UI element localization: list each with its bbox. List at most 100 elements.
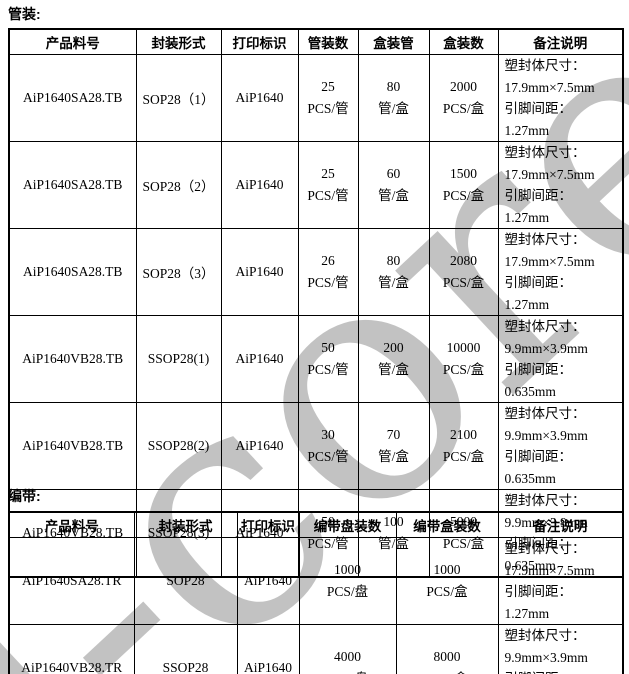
cell-remarks: 塑封体尺寸： 9.9mm×3.9mm 引脚间距：0.635mm: [497, 624, 624, 674]
tube-packing-table: 产品料号 封装形式 打印标识 管装数 盒装管 盒装数 备注说明 AiP1640S…: [8, 28, 624, 578]
cell-package-form: SOP28（3）: [135, 228, 222, 316]
cell-print-marking: AiP1640: [220, 402, 299, 490]
cell-remarks: 塑封体尺寸： 9.9mm×3.9mm 引脚间距：0.635mm: [497, 315, 624, 403]
cell-part-number: AiP1640VB28.TR: [8, 624, 135, 674]
qty-unit: 管/盒: [378, 188, 409, 203]
cell-remarks: 塑封体尺寸： 17.9mm×7.5mm 引脚间距： 1.27mm: [497, 537, 624, 625]
cell-remarks: 塑封体尺寸： 9.9mm×3.9mm 引脚间距：0.635mm: [497, 402, 624, 490]
header-part-number: 产品料号: [8, 511, 135, 538]
header-remarks: 备注说明: [497, 511, 624, 538]
qty-value: 80: [386, 79, 401, 94]
remark-line: 9.9mm×3.9mm: [504, 340, 588, 356]
qty-unit: PCS/盒: [442, 101, 485, 116]
qty-unit: 管/盒: [378, 275, 409, 290]
qty-value: 60: [386, 166, 401, 181]
cell-tubes-per-box: 80 管/盒: [357, 54, 430, 142]
tape-table-header-row: 产品料号 封装形式 打印标识 编带盘装数 编带盒装数 备注说明: [8, 511, 624, 538]
remark-line: 引脚间距： 1.27mm: [504, 275, 573, 312]
qty-value: 2080: [450, 253, 477, 268]
cell-tubes-per-box: 70 管/盒: [357, 402, 430, 490]
qty-unit: PCS/盘: [326, 584, 369, 599]
cell-part-number: AiP1640SA28.TB: [8, 141, 137, 229]
cell-per-box-qty: 8000 PCS/盒: [395, 624, 499, 674]
remark-line: 17.9mm×7.5mm: [504, 79, 595, 95]
header-package-form: 封装形式: [133, 511, 238, 538]
remark-line: 塑封体尺寸：: [504, 58, 586, 73]
qty-unit: PCS/盒: [442, 188, 485, 203]
cell-per-box-qty: 10000 PCS/盒: [428, 315, 499, 403]
cell-print-marking: AiP1640: [236, 537, 300, 625]
cell-package-form: SOP28: [133, 537, 238, 625]
remark-line: 9.9mm×3.9mm: [504, 649, 588, 665]
cell-part-number: AiP1640VB28.TB: [8, 315, 137, 403]
header-print-marking: 打印标识: [236, 511, 300, 538]
remark-line: 引脚间距：0.635mm: [504, 362, 573, 399]
cell-per-box-qty: 2080 PCS/盒: [428, 228, 499, 316]
qty-value: 1500: [450, 166, 477, 181]
cell-print-marking: AiP1640: [220, 228, 299, 316]
cell-remarks: 塑封体尺寸： 17.9mm×7.5mm 引脚间距： 1.27mm: [497, 54, 624, 142]
table-row: AiP1640VB28.TR SSOP28 AiP1640 4000PCS/盘 …: [8, 624, 624, 674]
cell-remarks: 塑封体尺寸： 17.9mm×7.5mm 引脚间距： 1.27mm: [497, 228, 624, 316]
qty-unit: PCS/管: [307, 275, 349, 290]
qty-value: 25: [321, 79, 335, 94]
remark-line: 塑封体尺寸：: [504, 319, 586, 334]
qty-unit: PCS/盒: [442, 449, 485, 464]
qty-unit: PCS/盘: [302, 668, 394, 674]
cell-part-number: AiP1640SA28.TB: [8, 54, 137, 142]
remark-line: 9.9mm×3.9mm: [504, 427, 588, 443]
remark-line: 引脚间距：0.635mm: [505, 668, 620, 674]
remark-line: 引脚间距： 1.27mm: [504, 584, 573, 621]
header-tubes-per-box: 盒装管: [357, 28, 430, 55]
table-row: AiP1640VB28.TB SSOP28(1) AiP1640 50 PCS/管…: [8, 315, 624, 403]
cell-print-marking: AiP1640: [220, 141, 299, 229]
cell-print-marking: AiP1640: [220, 315, 299, 403]
remark-line: 17.9mm×7.5mm: [504, 562, 595, 578]
remark-line: 17.9mm×7.5mm: [504, 166, 595, 182]
table-row: AiP1640SA28.TB SOP28（2） AiP1640 25 PCS/管 …: [8, 141, 624, 229]
remark-line: 引脚间距： 1.27mm: [504, 188, 573, 225]
header-package-form: 封装形式: [135, 28, 222, 55]
header-part-number: 产品料号: [8, 28, 137, 55]
cell-tubes-per-box: 200 管/盒: [357, 315, 430, 403]
qty-unit: 管/盒: [378, 449, 409, 464]
cell-per-tube-qty: 25 PCS/管: [297, 54, 359, 142]
qty-value: 70: [386, 427, 401, 442]
cell-per-tube-qty: 25 PCS/管: [297, 141, 359, 229]
table-row: AiP1640SA28.TB SOP28（3） AiP1640 26 PCS/管 …: [8, 228, 624, 316]
cell-part-number: AiP1640SA28.TR: [8, 537, 135, 625]
header-remarks: 备注说明: [497, 28, 624, 55]
cell-package-form: SSOP28(1): [135, 315, 222, 403]
remark-line: 塑封体尺寸：: [504, 493, 586, 508]
qty-unit: 管/盒: [378, 362, 409, 377]
remark-line: 17.9mm×7.5mm: [504, 253, 595, 269]
header-per-reel-qty: 编带盘装数: [298, 511, 397, 538]
cell-per-reel-qty: 4000 PCS/盘: [298, 624, 397, 674]
remark-line: 引脚间距：0.635mm: [504, 449, 573, 486]
qty-value: 8000: [433, 649, 461, 664]
qty-unit: PCS/管: [307, 101, 349, 116]
table-row: AiP1640SA28.TB SOP28（1） AiP1640 25 PCS/管 …: [8, 54, 624, 142]
cell-print-marking: AiP1640: [220, 54, 299, 142]
table-row: AiP1640SA28.TR SOP28 AiP1640 1000 PCS/盘 1…: [8, 537, 624, 625]
qty-value: 50: [321, 340, 335, 355]
tape-reel-packing-table: 产品料号 封装形式 打印标识 编带盘装数 编带盒装数 备注说明 AiP1640S…: [8, 511, 624, 674]
qty-value: 25: [321, 166, 335, 181]
qty-unit: PCS/管: [307, 188, 349, 203]
header-per-box-qty: 盒装数: [428, 28, 499, 55]
remark-line: 塑封体尺寸：: [504, 406, 586, 421]
remark-line: 引脚间距： 1.27mm: [504, 101, 573, 138]
qty-value: 4000: [334, 649, 361, 664]
cell-part-number: AiP1640SA28.TB: [8, 228, 137, 316]
qty-unit: PCS/盒: [426, 584, 468, 599]
cell-tubes-per-box: 80 管/盒: [357, 228, 430, 316]
cell-per-tube-qty: 26 PCS/管: [297, 228, 359, 316]
header-print-marking: 打印标识: [220, 28, 299, 55]
cell-per-reel-qty: 1000 PCS/盘: [298, 537, 397, 625]
qty-value: 30: [321, 427, 335, 442]
qty-value: 1000: [433, 562, 461, 577]
remark-line: 塑封体尺寸：: [504, 145, 586, 160]
cell-part-number: AiP1640VB28.TB: [8, 402, 137, 490]
qty-value: 80: [386, 253, 401, 268]
